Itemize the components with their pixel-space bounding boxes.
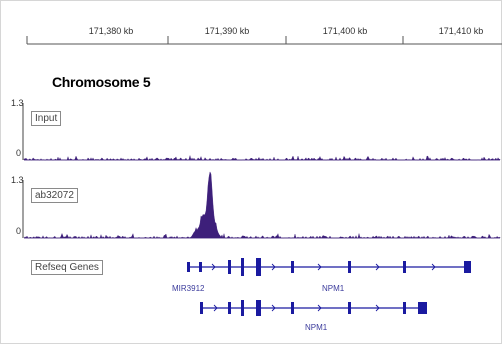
gene-exon [228, 260, 231, 274]
gene-label-npm1[interactable]: NPM1 [322, 284, 345, 293]
ruler-tick-label: 171,410 kb [438, 26, 484, 36]
gene-label-npm1-isoform[interactable]: NPM1 [305, 323, 328, 332]
gene-exon [291, 261, 294, 273]
gene-label-mir3912[interactable]: MIR3912 [172, 284, 205, 293]
ruler-tick-label: 171,400 kb [322, 26, 368, 36]
chromosome-title: Chromosome 5 [52, 74, 151, 90]
track-label-refseq-genes[interactable]: Refseq Genes [31, 260, 103, 275]
gene-exon [348, 302, 351, 314]
chip-signal-track [23, 171, 501, 239]
ruler-tick-label: 171,380 kb [88, 26, 134, 36]
strand-arrows [211, 263, 436, 271]
gene-exon [403, 302, 406, 314]
gene-exon [256, 300, 261, 316]
gene-model-npm1-isoform[interactable] [200, 300, 427, 316]
track-label-input[interactable]: Input [31, 111, 62, 126]
chip-scale-min: 0 [16, 226, 22, 236]
gene-exon [241, 300, 244, 316]
track-label-ab32072[interactable]: ab32072 [31, 188, 78, 203]
gene-exon [418, 302, 427, 314]
signal-area [23, 171, 501, 239]
gene-exon [200, 302, 203, 314]
ruler-tick-label: 171,390 kb [204, 26, 250, 36]
gene-exon [228, 302, 231, 314]
input-scale-min: 0 [16, 148, 22, 158]
gene-exon [187, 262, 190, 272]
chip-scale-max: 1.3 [11, 175, 24, 185]
gene-exon [348, 261, 351, 273]
signal-area [23, 155, 501, 161]
coordinate-ruler: 171,380 kb 171,390 kb 171,400 kb 171,410… [0, 0, 502, 60]
gene-exon [464, 261, 471, 273]
input-signal-track [23, 155, 501, 161]
gene-exon [199, 262, 202, 272]
gene-exon [256, 258, 261, 276]
gene-exon [241, 258, 244, 276]
gene-model-mir3912-npm1[interactable] [187, 258, 471, 276]
gene-exon [291, 302, 294, 314]
strand-arrows [213, 304, 380, 312]
input-scale-max: 1.3 [11, 98, 24, 108]
gene-exon [403, 261, 406, 273]
